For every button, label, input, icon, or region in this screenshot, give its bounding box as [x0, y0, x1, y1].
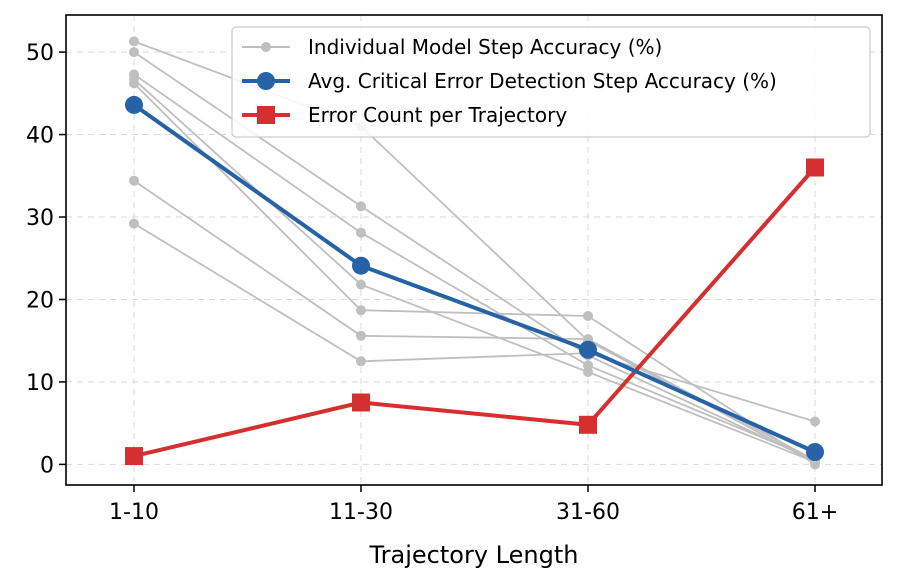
- individual-model-point: [129, 175, 139, 186]
- individual-model-point: [129, 78, 139, 89]
- y-tick-label: 10: [26, 371, 54, 396]
- legend-marker-individual: [261, 42, 271, 52]
- individual-model-point: [129, 218, 139, 229]
- individual-model-point: [356, 356, 366, 367]
- y-tick-label: 50: [26, 41, 54, 66]
- avg-accuracy-line: [132, 103, 816, 454]
- x-tick-label: 1-10: [109, 500, 159, 525]
- error-count-point: [352, 393, 370, 412]
- y-tick-label: 30: [26, 206, 54, 231]
- individual-model-line: [133, 222, 816, 423]
- individual-model-line: [133, 73, 816, 461]
- x-axis-title: Trajectory Length: [369, 541, 579, 569]
- error-count-line: [133, 166, 817, 459]
- individual-model-point: [356, 279, 366, 290]
- axis-ticks: 1-10 11-30 31-60 61+ 0 10 20 30 40 50: [26, 41, 838, 525]
- individual-model-point: [583, 311, 593, 321]
- y-tick-label: 40: [26, 124, 54, 149]
- individual-model-point: [810, 416, 820, 427]
- avg-accuracy-point: [806, 443, 824, 461]
- plot-area: [125, 36, 824, 470]
- individual-model-point: [356, 227, 366, 238]
- legend-marker-error: [257, 106, 275, 124]
- individual-model-line: [133, 82, 816, 466]
- individual-model-point: [129, 47, 139, 58]
- individual-model-point: [356, 305, 366, 316]
- error-count-point: [125, 447, 143, 466]
- individual-model-point: [583, 367, 593, 377]
- legend-label-error: Error Count per Trajectory: [308, 103, 567, 127]
- legend: Individual Model Step Accuracy (%) Avg. …: [231, 26, 871, 138]
- legend-item-error: Error Count per Trajectory: [242, 103, 567, 127]
- legend-item-individual: Individual Model Step Accuracy (%): [242, 35, 662, 59]
- individual-model-point: [129, 36, 139, 47]
- error-count-point: [806, 158, 824, 177]
- error-count-point: [579, 415, 597, 434]
- individual-model-line: [133, 78, 816, 463]
- y-tick-label: 20: [26, 288, 54, 313]
- x-tick-label: 61+: [792, 500, 838, 525]
- legend-item-avg: Avg. Critical Error Detection Step Accur…: [242, 69, 777, 93]
- avg-accuracy-point: [579, 340, 597, 359]
- individual-model-point: [356, 330, 366, 341]
- legend-marker-avg: [257, 72, 275, 90]
- legend-box: [231, 26, 871, 138]
- x-tick-label: 11-30: [329, 500, 393, 525]
- individual-model-point: [356, 201, 366, 212]
- x-tick-label: 31-60: [556, 500, 620, 525]
- axes-frame: [65, 14, 883, 486]
- legend-label-individual: Individual Model Step Accuracy (%): [308, 35, 662, 59]
- avg-accuracy-point: [352, 256, 370, 275]
- individual-model-line: [133, 179, 816, 462]
- y-tick-label: 0: [40, 453, 54, 478]
- avg-accuracy-point: [125, 95, 143, 114]
- legend-label-avg: Avg. Critical Error Detection Step Accur…: [308, 69, 777, 93]
